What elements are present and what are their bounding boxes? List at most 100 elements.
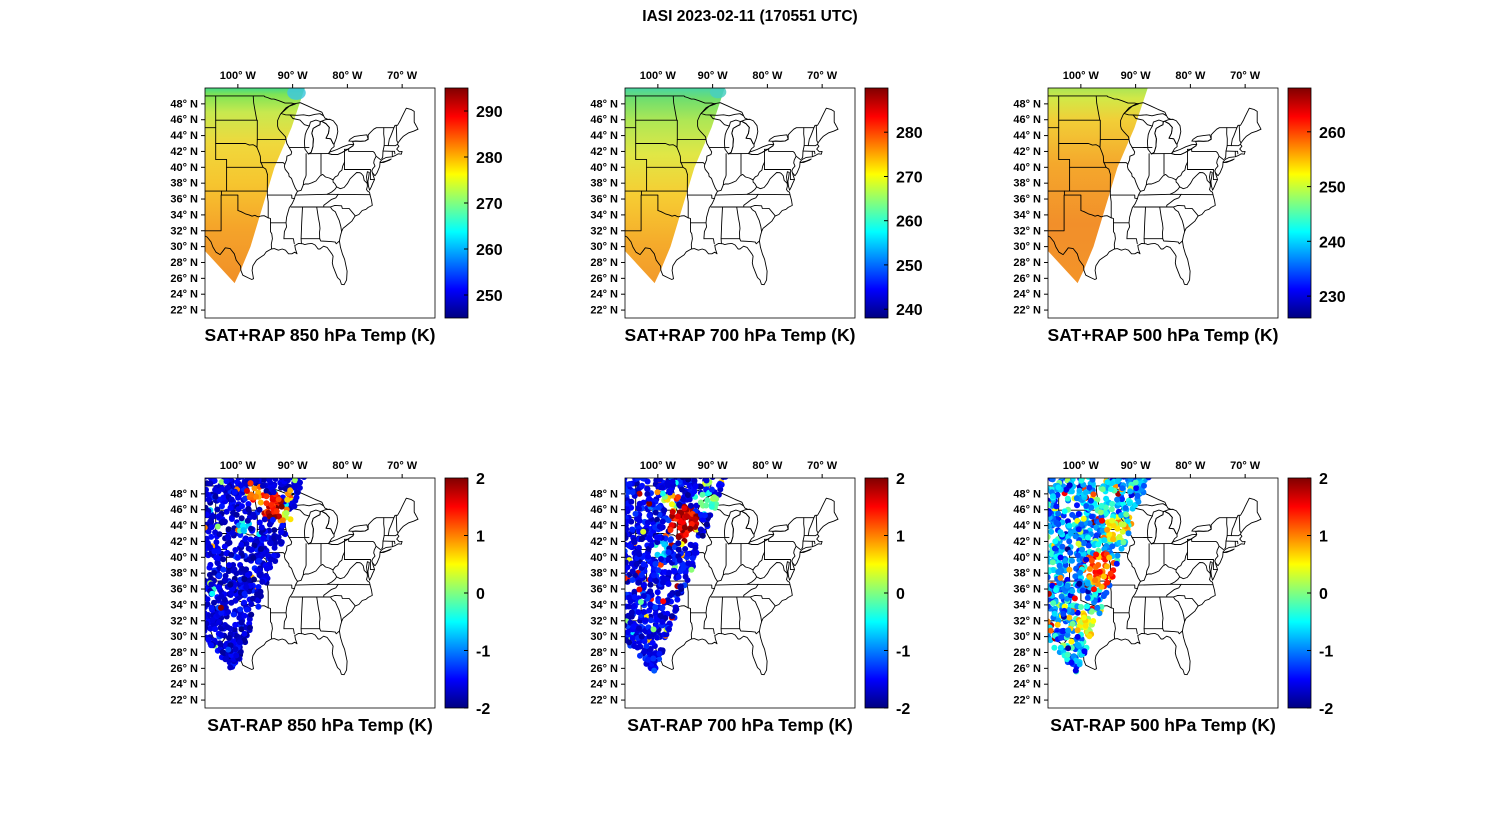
lake-outline bbox=[303, 119, 321, 155]
panel-sat-minus-rap-500: 100° W 90° W 80° W 70° W 48° N 46° N 44° N 42° … bbox=[1013, 460, 1333, 718]
lon-tick-label: 100° W bbox=[220, 70, 257, 82]
lake-outline bbox=[748, 533, 775, 546]
obs-dot bbox=[651, 667, 658, 674]
lat-tick-label: 22° N bbox=[590, 695, 618, 707]
lon-tick-label: 70° W bbox=[387, 70, 418, 82]
lat-tick-label: 28° N bbox=[590, 257, 618, 269]
obs-dot bbox=[659, 618, 666, 625]
obs-dot bbox=[649, 639, 656, 646]
obs-dot bbox=[679, 496, 686, 503]
obs-dot bbox=[641, 581, 647, 588]
obs-dot bbox=[1072, 667, 1079, 674]
state-boundary bbox=[752, 161, 765, 181]
obs-dot bbox=[205, 614, 208, 621]
obs-dot bbox=[1061, 557, 1068, 564]
lake-outline bbox=[303, 509, 321, 545]
state-boundary bbox=[332, 161, 345, 181]
obs-dot bbox=[641, 648, 648, 655]
obs-dot bbox=[1118, 545, 1125, 552]
lat-tick-label: 42° N bbox=[1013, 536, 1041, 548]
colorbar-tick-label: 240 bbox=[1319, 234, 1346, 251]
obs-dot bbox=[227, 505, 234, 511]
obs-dot bbox=[205, 491, 209, 498]
state-boundary bbox=[220, 190, 239, 211]
state-boundary bbox=[1126, 190, 1141, 240]
obs-dot bbox=[1049, 559, 1056, 566]
lon-tick-label: 100° W bbox=[1063, 460, 1100, 472]
lat-tick-label: 38° N bbox=[1013, 568, 1041, 580]
colorbar-tick-label: 0 bbox=[1319, 586, 1328, 603]
obs-dot bbox=[267, 540, 274, 547]
obs-dot bbox=[1048, 510, 1052, 517]
obs-dot bbox=[266, 478, 273, 483]
obs-dot bbox=[1098, 502, 1105, 509]
lat-tick-label: 24° N bbox=[170, 679, 198, 691]
obs-dot bbox=[211, 478, 218, 484]
obs-dot bbox=[639, 482, 645, 489]
state-boundary bbox=[1187, 538, 1220, 562]
state-boundary bbox=[752, 551, 765, 571]
obs-dot bbox=[1116, 535, 1123, 542]
obs-dot bbox=[629, 635, 636, 642]
obs-dot bbox=[1054, 492, 1061, 498]
state-boundary bbox=[1202, 172, 1211, 185]
obs-dot bbox=[259, 578, 266, 585]
obs-dot bbox=[1058, 593, 1065, 600]
lon-tick-label: 70° W bbox=[387, 460, 418, 472]
lat-tick-label: 46° N bbox=[590, 114, 618, 126]
state-boundary bbox=[1212, 169, 1218, 181]
lat-tick-label: 22° N bbox=[170, 305, 198, 317]
obs-dot bbox=[1065, 627, 1072, 634]
obs-dot bbox=[244, 488, 250, 494]
obs-dot bbox=[628, 560, 635, 567]
lat-tick-label: 48° N bbox=[1013, 488, 1041, 500]
obs-dot bbox=[629, 489, 636, 496]
obs-dot bbox=[625, 489, 632, 495]
state-boundary bbox=[266, 584, 295, 590]
state-boundary bbox=[1109, 584, 1138, 590]
colorbar-tick-label: 250 bbox=[896, 258, 923, 275]
obs-dot bbox=[669, 613, 676, 620]
obs-dot bbox=[1073, 495, 1080, 502]
lake-outline bbox=[1164, 508, 1182, 535]
state-boundary bbox=[1103, 162, 1129, 165]
obs-dot bbox=[1054, 621, 1061, 628]
obs-dot bbox=[638, 572, 645, 579]
swath-cold-patch bbox=[709, 88, 727, 99]
obs-dot bbox=[1048, 501, 1051, 508]
obs-dot bbox=[659, 604, 666, 611]
obs-dot bbox=[635, 579, 642, 586]
obs-dot bbox=[676, 501, 683, 508]
lat-tick-label: 22° N bbox=[590, 305, 618, 317]
state-boundary bbox=[756, 172, 781, 190]
state-boundary bbox=[1143, 206, 1146, 244]
obs-dot bbox=[207, 625, 214, 632]
obs-dot bbox=[684, 492, 691, 498]
obs-dot bbox=[248, 491, 255, 498]
obs-dot bbox=[632, 510, 639, 517]
obs-dot bbox=[647, 601, 654, 608]
state-boundary bbox=[746, 179, 758, 195]
obs-dot bbox=[242, 536, 249, 542]
obs-dot bbox=[636, 625, 642, 632]
obs-dot bbox=[647, 588, 654, 595]
obs-dot bbox=[218, 632, 225, 638]
lon-tick-label: 90° W bbox=[1121, 70, 1152, 82]
obs-dot bbox=[688, 521, 695, 527]
obs-dot bbox=[638, 633, 645, 640]
obs-dot bbox=[675, 590, 682, 597]
obs-dot bbox=[1075, 511, 1082, 517]
lat-tick-label: 44° N bbox=[1013, 130, 1041, 142]
state-boundary bbox=[686, 194, 715, 200]
obs-dot bbox=[1048, 534, 1051, 540]
lat-tick-label: 48° N bbox=[170, 488, 198, 500]
obs-dot bbox=[691, 478, 694, 479]
lat-tick-label: 44° N bbox=[170, 520, 198, 532]
colorbar-tick-label: 280 bbox=[476, 150, 503, 167]
obs-dot bbox=[664, 557, 671, 563]
obs-dot bbox=[260, 535, 267, 542]
lat-tick-label: 34° N bbox=[1013, 209, 1041, 221]
obs-dot bbox=[235, 554, 241, 561]
obs-dot bbox=[631, 594, 638, 600]
state-boundary bbox=[1063, 190, 1082, 211]
